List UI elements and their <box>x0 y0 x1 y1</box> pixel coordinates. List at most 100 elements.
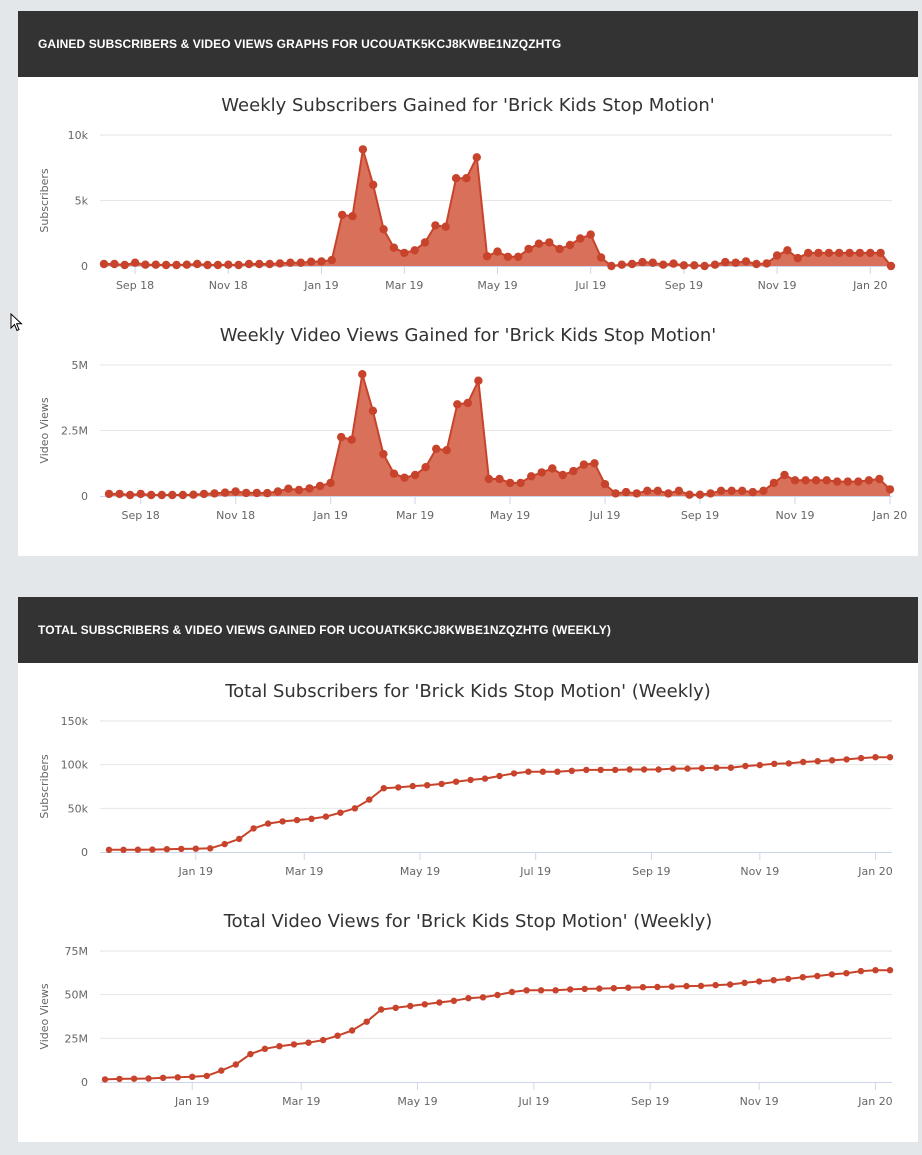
x-tick-label: Sep 19 <box>665 279 703 292</box>
data-point <box>493 247 502 256</box>
data-point <box>552 987 559 994</box>
series-line <box>104 969 890 1081</box>
data-point <box>567 986 574 993</box>
data-point <box>432 444 441 453</box>
total-subscribers-chart: Total Subscribers for 'Brick Kids Stop M… <box>38 681 894 878</box>
data-point <box>358 370 367 379</box>
data-point <box>828 971 836 978</box>
data-point <box>600 480 610 489</box>
x-tick-label: Nov 19 <box>740 865 779 878</box>
data-point <box>120 846 127 853</box>
chart-title: Total Video Views for 'Brick Kids Stop M… <box>223 911 713 932</box>
data-point <box>590 459 599 468</box>
data-point <box>168 490 177 500</box>
data-point <box>514 252 523 261</box>
data-point <box>843 477 852 486</box>
data-point <box>886 967 894 974</box>
data-point <box>716 486 726 495</box>
data-point <box>638 257 647 267</box>
data-point <box>799 974 806 981</box>
x-tick-label: Jan 19 <box>174 1095 209 1108</box>
data-point <box>554 768 561 775</box>
x-tick-label: Nov 18 <box>209 279 248 292</box>
y-tick-label: 10k <box>68 129 89 142</box>
data-point <box>279 818 286 825</box>
data-point <box>115 489 124 499</box>
x-tick-label: Sep 19 <box>681 509 719 522</box>
data-point <box>706 489 715 498</box>
mouse-cursor-icon <box>10 313 23 332</box>
data-point <box>149 846 156 853</box>
data-point <box>669 259 678 268</box>
data-point <box>770 977 777 984</box>
y-tick-label: 0 <box>81 846 88 859</box>
data-point <box>612 766 619 774</box>
y-tick-label: 0 <box>81 490 88 503</box>
data-point <box>244 259 254 269</box>
x-tick-label: Jan 20 <box>872 509 907 522</box>
y-axis-title: Video Views <box>38 397 51 463</box>
data-point <box>669 765 677 772</box>
data-point <box>524 244 533 254</box>
data-point <box>843 756 850 763</box>
data-point <box>752 259 761 269</box>
x-tick-label: Nov 19 <box>776 509 815 522</box>
data-point <box>218 1067 225 1074</box>
data-point <box>472 153 481 162</box>
data-point <box>727 486 736 495</box>
data-point <box>442 446 451 455</box>
data-point <box>141 260 150 269</box>
data-point <box>438 780 445 788</box>
x-tick-label: Nov 19 <box>740 1095 779 1108</box>
data-point <box>833 477 842 486</box>
data-point <box>125 490 135 500</box>
data-point <box>759 486 768 495</box>
data-point <box>639 984 647 991</box>
data-point <box>421 1001 428 1008</box>
data-point <box>407 1002 414 1010</box>
data-point <box>178 490 188 500</box>
data-point <box>627 259 637 269</box>
data-point <box>621 487 631 497</box>
data-point <box>104 489 114 499</box>
data-point <box>130 258 140 267</box>
data-point <box>790 476 800 485</box>
x-tick-label: Mar 19 <box>385 279 423 292</box>
data-point <box>508 988 516 996</box>
data-point <box>247 1050 254 1058</box>
data-point <box>611 489 620 498</box>
data-point <box>610 985 617 992</box>
data-point <box>713 764 720 771</box>
x-tick-label: Jan 19 <box>303 279 338 292</box>
data-point <box>286 258 295 267</box>
data-point <box>596 985 603 992</box>
data-point <box>463 398 472 408</box>
data-point <box>290 1041 298 1048</box>
data-point <box>510 770 518 777</box>
data-point <box>221 840 228 848</box>
data-point <box>465 995 472 1002</box>
data-point <box>379 225 388 234</box>
data-point <box>780 470 789 480</box>
x-tick-label: Jul 19 <box>519 865 551 878</box>
data-point <box>525 768 532 775</box>
panel-header: GAINED SUBSCRIBERS & VIDEO VIEWS GRAPHS … <box>18 11 918 77</box>
data-point <box>261 1045 269 1052</box>
data-point <box>368 406 378 415</box>
data-point <box>296 258 305 267</box>
data-point <box>581 985 588 993</box>
weekly-views-chart: Weekly Video Views Gained for 'Brick Kid… <box>38 325 907 522</box>
data-point <box>617 260 626 269</box>
data-point <box>814 248 823 258</box>
x-tick-label: May 19 <box>477 279 517 292</box>
data-point <box>232 1061 239 1068</box>
series-line <box>109 756 890 851</box>
data-point <box>116 1075 123 1083</box>
data-point <box>182 260 191 269</box>
data-point <box>334 1032 341 1039</box>
data-point <box>690 261 699 270</box>
data-point <box>653 486 662 495</box>
data-point <box>163 846 171 853</box>
data-point <box>769 478 779 488</box>
data-point <box>252 488 261 498</box>
